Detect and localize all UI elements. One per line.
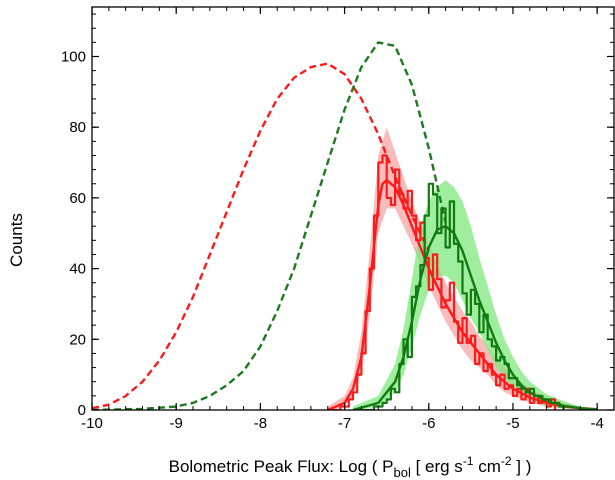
x-tick-label: -7 <box>338 415 351 432</box>
x-tick-label: -9 <box>170 415 183 432</box>
x-axis-title-sup2: -2 <box>501 454 512 468</box>
x-axis-title-sub: bol <box>393 465 410 480</box>
dashed-curve-2 <box>92 41 447 410</box>
step-curve-5 <box>327 154 557 410</box>
tick-labels: -10 -9 -8 -7 -6 -5 -4 0 20 40 60 80 100 <box>61 48 604 432</box>
x-tick-label: -4 <box>590 415 603 432</box>
step-curve-6 <box>353 182 565 410</box>
dashed-curve-1 <box>92 62 430 410</box>
x-axis-title-prefix: Bolometric Peak Flux: Log ( P <box>169 457 394 476</box>
y-tick-label: 60 <box>69 190 86 207</box>
x-tick-label: -8 <box>254 415 267 432</box>
y-tick-label: 100 <box>61 48 86 65</box>
x-tick-label: -5 <box>506 415 519 432</box>
axis-ticks <box>91 7 615 411</box>
y-tick-label: 40 <box>69 261 86 278</box>
x-axis-title: Bolometric Peak Flux: Log ( Pbol [ erg s… <box>169 454 532 480</box>
y-tick-label: 0 <box>78 402 86 419</box>
x-axis-title-suffix: ] ) <box>512 457 532 476</box>
x-tick-label: -10 <box>81 415 103 432</box>
x-axis-title-sup1: -1 <box>463 454 474 468</box>
x-axis-title-mid1: [ erg s <box>411 457 463 476</box>
y-tick-label: 20 <box>69 331 86 348</box>
y-axis-title: Counts <box>7 213 26 267</box>
x-axis-title-mid2: cm <box>473 457 500 476</box>
data-series <box>92 41 598 410</box>
plot-frame <box>91 6 615 411</box>
x-tick-label: -6 <box>422 415 435 432</box>
y-tick-label: 80 <box>69 119 86 136</box>
